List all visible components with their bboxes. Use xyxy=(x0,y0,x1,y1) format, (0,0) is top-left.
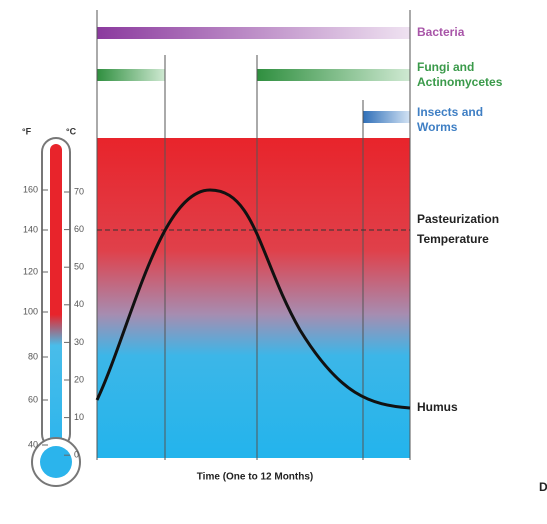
celsius-tick-label: 60 xyxy=(74,224,84,234)
celsius-tick-label: 30 xyxy=(74,337,84,347)
fungi-label: Actinomycetes xyxy=(417,75,503,89)
phase-lines xyxy=(96,10,411,460)
x-axis-label: Time (One to 12 Months) xyxy=(197,472,314,483)
celsius-tick-label: 70 xyxy=(74,186,84,196)
celsius-tick-label: 40 xyxy=(74,299,84,309)
humus-label: Humus xyxy=(417,400,458,414)
fahrenheit-tick-label: 140 xyxy=(23,224,38,234)
fungi-bar xyxy=(97,69,165,81)
celsius-tick-label: 10 xyxy=(74,412,84,422)
celsius-tick-label: 50 xyxy=(74,262,84,272)
celsius-tick-label: 20 xyxy=(74,374,84,384)
temperature-panel xyxy=(97,138,410,458)
fahrenheit-tick-label: 160 xyxy=(23,184,38,194)
text-fragment: D xyxy=(539,480,547,494)
bacteria-bar xyxy=(97,27,410,39)
thermometer-liquid xyxy=(40,446,72,478)
fungi-label: Fungi and xyxy=(417,60,474,74)
insects-label: Worms xyxy=(417,120,458,134)
pasteurization-label: Pasteurization xyxy=(417,212,499,226)
fahrenheit-unit: °F xyxy=(22,126,32,136)
fahrenheit-tick-label: 40 xyxy=(28,439,38,449)
fahrenheit-tick-label: 60 xyxy=(28,394,38,404)
fahrenheit-tick-label: 80 xyxy=(28,351,38,361)
thermometer-column xyxy=(50,144,62,454)
fahrenheit-tick-label: 120 xyxy=(23,266,38,276)
worm-bar xyxy=(363,111,410,123)
fahrenheit-tick-label: 100 xyxy=(23,306,38,316)
pasteurization-label: Temperature xyxy=(417,232,489,246)
celsius-unit: °C xyxy=(66,126,77,136)
bacteria-label: Bacteria xyxy=(417,25,465,39)
celsius-tick-label: 0 xyxy=(74,450,79,460)
fungi-bar xyxy=(257,69,410,81)
temperature-curve xyxy=(95,188,411,410)
insects-label: Insects and xyxy=(417,105,483,119)
